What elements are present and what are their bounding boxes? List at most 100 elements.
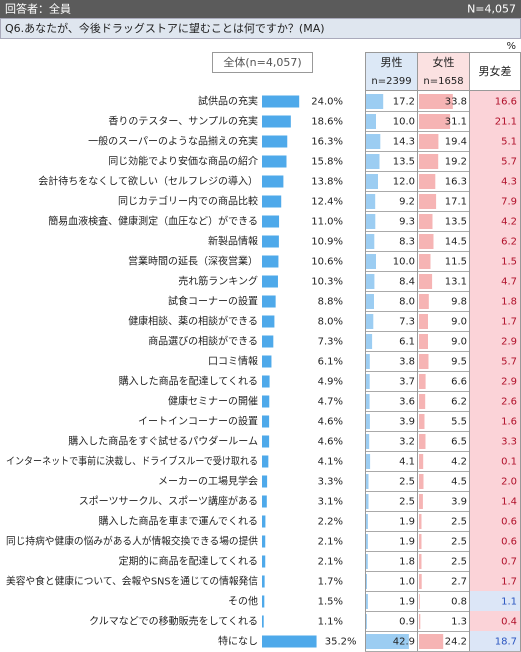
total-bar (262, 455, 269, 468)
male-value: 8.0 (399, 297, 415, 308)
male-bar (366, 314, 374, 329)
diff-value: 1.8 (501, 297, 517, 308)
diff-value: 3.3 (501, 437, 517, 448)
male-bar (366, 414, 370, 429)
total-bar (262, 415, 270, 428)
total-value: 10.6% (311, 257, 343, 268)
male-bar (366, 274, 375, 289)
male-value: 1.8 (399, 557, 415, 568)
diff-cell (470, 331, 521, 351)
female-value: 9.0 (451, 337, 467, 348)
female-bar (419, 94, 453, 109)
female-value: 4.5 (451, 477, 467, 488)
female-bar (419, 274, 433, 289)
diff-value: 18.7 (495, 637, 517, 648)
female-bar (419, 134, 439, 149)
total-value: 24.0% (311, 97, 343, 108)
male-value: 0.9 (399, 617, 415, 628)
diff-cell (470, 231, 521, 251)
male-value: 12.0 (393, 177, 415, 188)
row-label: イートインコーナーの設置 (138, 415, 258, 428)
female-bar (419, 394, 426, 409)
total-bar (262, 195, 282, 208)
male-value: 3.8 (399, 357, 415, 368)
total-value: 4.7% (318, 397, 343, 408)
diff-value: 21.1 (495, 117, 517, 128)
female-bar (419, 614, 421, 629)
diff-value: 7.9 (501, 197, 517, 208)
male-bar (366, 294, 374, 309)
female-value: 1.3 (451, 617, 467, 628)
female-bar (419, 514, 422, 529)
male-value: 1.9 (399, 517, 415, 528)
male-bar (366, 94, 384, 109)
diff-value: 4.7 (501, 277, 517, 288)
female-value: 17.1 (445, 197, 467, 208)
male-bar (366, 234, 375, 249)
total-value: 7.3% (318, 337, 343, 348)
diff-cell (470, 171, 521, 191)
row-label: 新製品情報 (208, 235, 258, 248)
total-value: 4.6% (318, 417, 343, 428)
diff-cell (470, 451, 521, 471)
diff-cell (470, 531, 521, 551)
female-bar (419, 334, 428, 349)
male-bar (366, 574, 367, 589)
male-value: 3.6 (399, 397, 415, 408)
total-value: 10.3% (311, 277, 343, 288)
row-label: 売れ筋ランキング (178, 275, 258, 288)
male-bar (366, 454, 371, 469)
diff-cell (470, 251, 521, 271)
male-bar (366, 554, 368, 569)
total-value: 2.1% (318, 557, 343, 568)
diff-value: 0.7 (501, 557, 517, 568)
diff-value: 0.1 (501, 457, 517, 468)
female-value: 2.5 (451, 557, 467, 568)
diff-value: 16.6 (495, 97, 517, 108)
female-bar (419, 434, 426, 449)
total-value: 4.6% (318, 437, 343, 448)
diff-value: 5.7 (501, 357, 517, 368)
male-value: 2.5 (399, 477, 415, 488)
respondents: 回答者：全員 (5, 2, 71, 16)
male-n: n=2399 (371, 76, 411, 87)
female-value: 2.5 (451, 517, 467, 528)
diff-cell (470, 491, 521, 511)
diff-cell (470, 411, 521, 431)
male-value: 4.1 (399, 457, 415, 468)
row-label: 購入した商品をすぐ試せるパウダールーム (68, 435, 258, 448)
male-bar (366, 134, 381, 149)
female-value: 6.5 (451, 437, 467, 448)
diff-cell (470, 191, 521, 211)
total-bar (262, 95, 300, 108)
diff-cell (470, 211, 521, 231)
male-bar (366, 114, 376, 129)
female-bar (419, 254, 431, 269)
total-value: 1.1% (318, 617, 343, 628)
male-value: 1.9 (399, 597, 415, 608)
row-label: 健康相談、薬の相談ができる (128, 315, 258, 328)
total-value: 12.4% (311, 197, 343, 208)
male-value: 1.0 (399, 577, 415, 588)
male-bar (366, 474, 369, 489)
row-label: 特になし (218, 636, 258, 648)
row-label: クルマなどでの移動販売をしてくれる (89, 615, 258, 628)
total-bar (262, 315, 275, 328)
row-label: スポーツサークル、スポーツ講座がある (79, 495, 258, 508)
total-value: 1.7% (318, 577, 343, 588)
row-label: 会計待ちをなくして欲しい（セルフレジの導入） (38, 175, 258, 188)
diff-cell (470, 151, 521, 171)
male-bar (366, 354, 370, 369)
total-value: 18.6% (311, 117, 343, 128)
total-value: 16.3% (311, 137, 343, 148)
diff-cell (470, 391, 521, 411)
diff-value: 2.6 (501, 397, 517, 408)
male-bar (366, 394, 370, 409)
diff-cell (470, 611, 521, 631)
male-value: 9.3 (399, 217, 415, 228)
total-bar (262, 635, 317, 648)
male-value: 9.2 (399, 197, 415, 208)
male-bar (366, 254, 376, 269)
female-n: n=1658 (423, 76, 463, 87)
female-bar (419, 214, 433, 229)
